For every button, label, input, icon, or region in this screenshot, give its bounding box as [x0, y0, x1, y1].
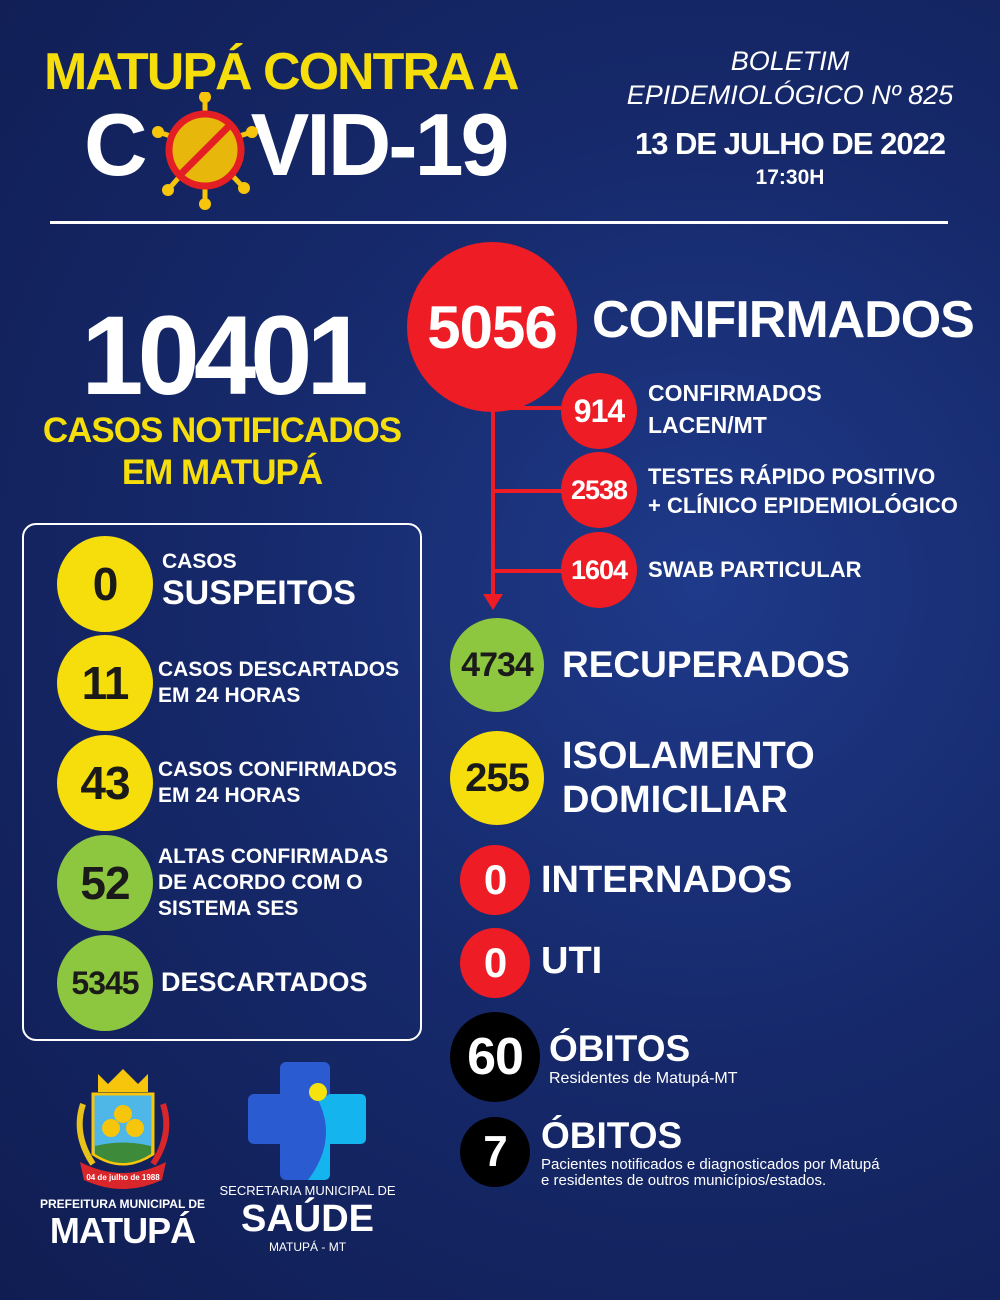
lacen-label: CONFIRMADOS LACEN/MT	[648, 380, 822, 438]
swab-label: SWAB PARTICULAR	[648, 557, 862, 582]
prefeitura-label: PREFEITURA MUNICIPAL DE	[39, 1197, 206, 1211]
confirmed-24h-circle: 43	[57, 735, 153, 831]
notified-label-line2: EM MATUPÁ	[121, 453, 323, 492]
prefeitura-city: MATUPÁ	[49, 1210, 196, 1251]
connector-1604	[493, 569, 573, 573]
discarded-24h-circle: 11	[57, 635, 153, 731]
deaths-residents-circle: 60	[450, 1012, 540, 1102]
suspects-circle: 0	[57, 536, 153, 632]
bulletin-time: 17:30H	[755, 166, 825, 189]
deaths-residents-note: Residentes de Matupá-MT	[549, 1070, 738, 1087]
discharges-label: ALTAS CONFIRMADAS DE ACORDO COM O SISTEM…	[158, 845, 389, 920]
isolation-label: ISOLAMENTO DOMICILIAR	[562, 735, 815, 821]
icu-circle: 0	[460, 928, 530, 998]
rapid-test-circle: 2538	[561, 452, 637, 528]
title-line1: MATUPÁ CONTRA A	[44, 43, 520, 101]
saude-label: SECRETARIA MUNICIPAL DE	[219, 1183, 396, 1198]
arrow-down-icon	[483, 594, 503, 610]
deaths-others-circle: 7	[460, 1117, 530, 1187]
saude-cross-logo	[248, 1062, 366, 1180]
discharges-circle: 52	[57, 835, 153, 931]
confirmed-24h-label: CASOS CONFIRMADOS EM 24 HORAS	[158, 758, 398, 807]
connector-vertical	[491, 400, 495, 596]
discarded-label: DESCARTADOS	[161, 967, 368, 997]
virus-crossed-icon	[152, 92, 258, 210]
suspects-label-small: CASOS	[162, 550, 237, 573]
bulletin-date: 13 DE JULHO DE 2022	[634, 126, 946, 161]
confirmed-label: CONFIRMADOS	[592, 291, 975, 349]
icu-label: UTI	[541, 940, 603, 982]
notified-label-line1: CASOS NOTIFICADOS	[42, 411, 402, 450]
lacen-circle: 914	[561, 373, 637, 449]
deaths-others-note: Pacientes notificados e diagnosticados p…	[541, 1156, 880, 1189]
deaths-residents-label: ÓBITOS	[549, 1028, 691, 1069]
connector-914	[493, 406, 573, 410]
suspects-label: SUSPEITOS	[162, 574, 356, 612]
recovered-circle: 4734	[450, 618, 544, 712]
hospitalized-circle: 0	[460, 845, 530, 915]
bulletin-label: BOLETIM	[730, 46, 850, 76]
crest-ribbon-text: 04 de julho de 1988	[86, 1173, 160, 1182]
confirmed-circle: 5056	[407, 242, 577, 412]
discarded-24h-label: CASOS DESCARTADOS EM 24 HORAS	[158, 658, 400, 707]
bulletin-number: EPIDEMIOLÓGICO Nº 825	[626, 80, 954, 110]
title-line2: C VID-19	[84, 101, 509, 189]
daily-stats-panel	[22, 523, 422, 1041]
saude-location: MATUPÁ - MT	[268, 1240, 347, 1254]
recovered-label: RECUPERADOS	[562, 644, 850, 685]
swab-circle: 1604	[561, 532, 637, 608]
notified-value: 10401	[81, 293, 368, 418]
title-vid19: VID-19	[250, 95, 510, 194]
hospitalized-label: INTERNADOS	[541, 859, 793, 901]
matupa-crest-logo: 04 de julho de 1988	[76, 1069, 170, 1189]
isolation-circle: 255	[450, 731, 544, 825]
title-c: C	[84, 95, 148, 194]
connector-2538	[493, 489, 573, 493]
header-divider	[50, 221, 948, 224]
deaths-others-label: ÓBITOS	[541, 1115, 683, 1156]
rapid-test-label: TESTES RÁPIDO POSITIVO + CLÍNICO EPIDEMI…	[648, 464, 958, 518]
saude-title: SAÚDE	[240, 1198, 375, 1240]
discarded-circle: 5345	[57, 935, 153, 1031]
